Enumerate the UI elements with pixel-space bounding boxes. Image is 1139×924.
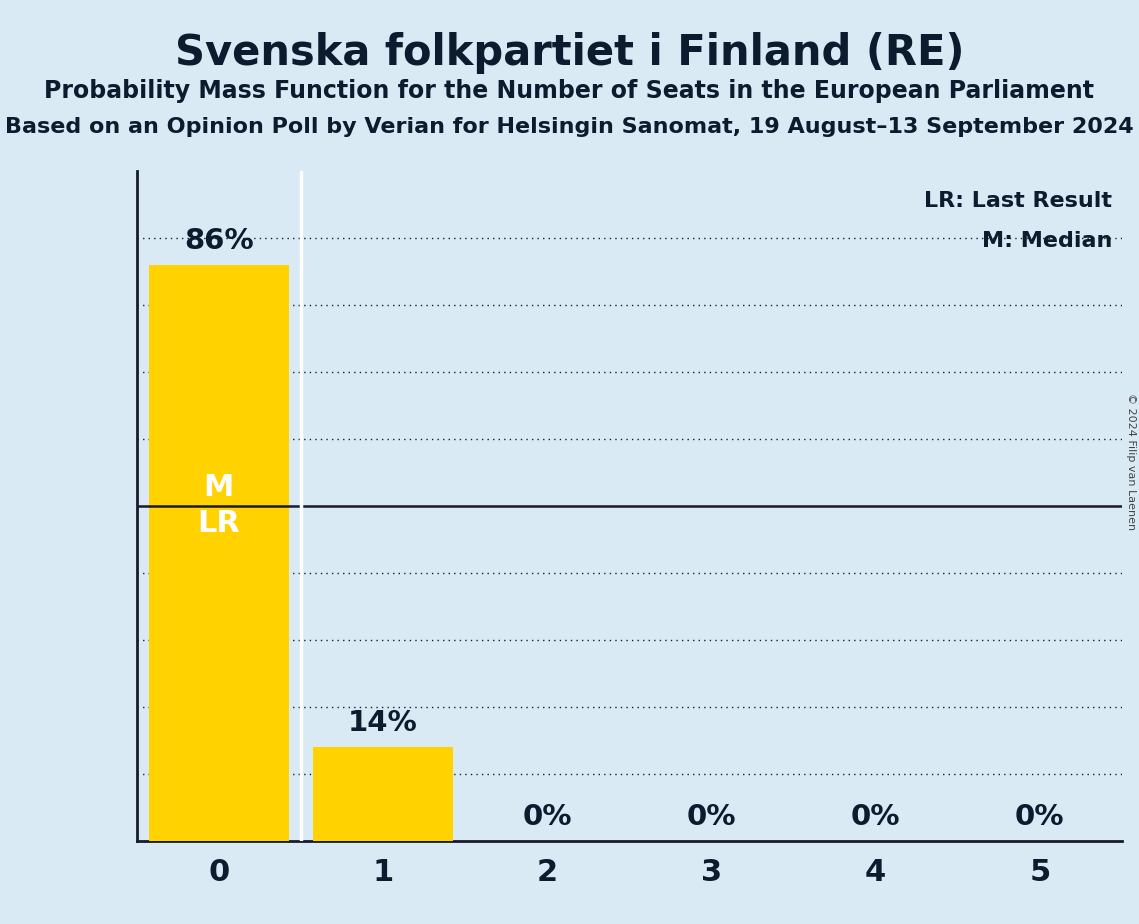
Text: 0%: 0% [523,803,572,831]
Text: M
LR: M LR [197,473,240,539]
Bar [149,264,288,841]
Text: 0%: 0% [687,803,736,831]
Text: © 2024 Filip van Laenen: © 2024 Filip van Laenen [1126,394,1136,530]
Text: Svenska folkpartiet i Finland (RE): Svenska folkpartiet i Finland (RE) [174,32,965,74]
Text: 0%: 0% [1015,803,1065,831]
Text: 14%: 14% [349,709,418,737]
Text: Based on an Opinion Poll by Verian for Helsingin Sanomat, 19 August–13 September: Based on an Opinion Poll by Verian for H… [6,117,1133,138]
Text: Probability Mass Function for the Number of Seats in the European Parliament: Probability Mass Function for the Number… [44,79,1095,103]
Text: M: Median: M: Median [982,231,1112,251]
Bar [313,747,453,841]
Text: 86%: 86% [185,226,254,255]
Text: LR: Last Result: LR: Last Result [924,191,1112,211]
Text: 0%: 0% [851,803,900,831]
